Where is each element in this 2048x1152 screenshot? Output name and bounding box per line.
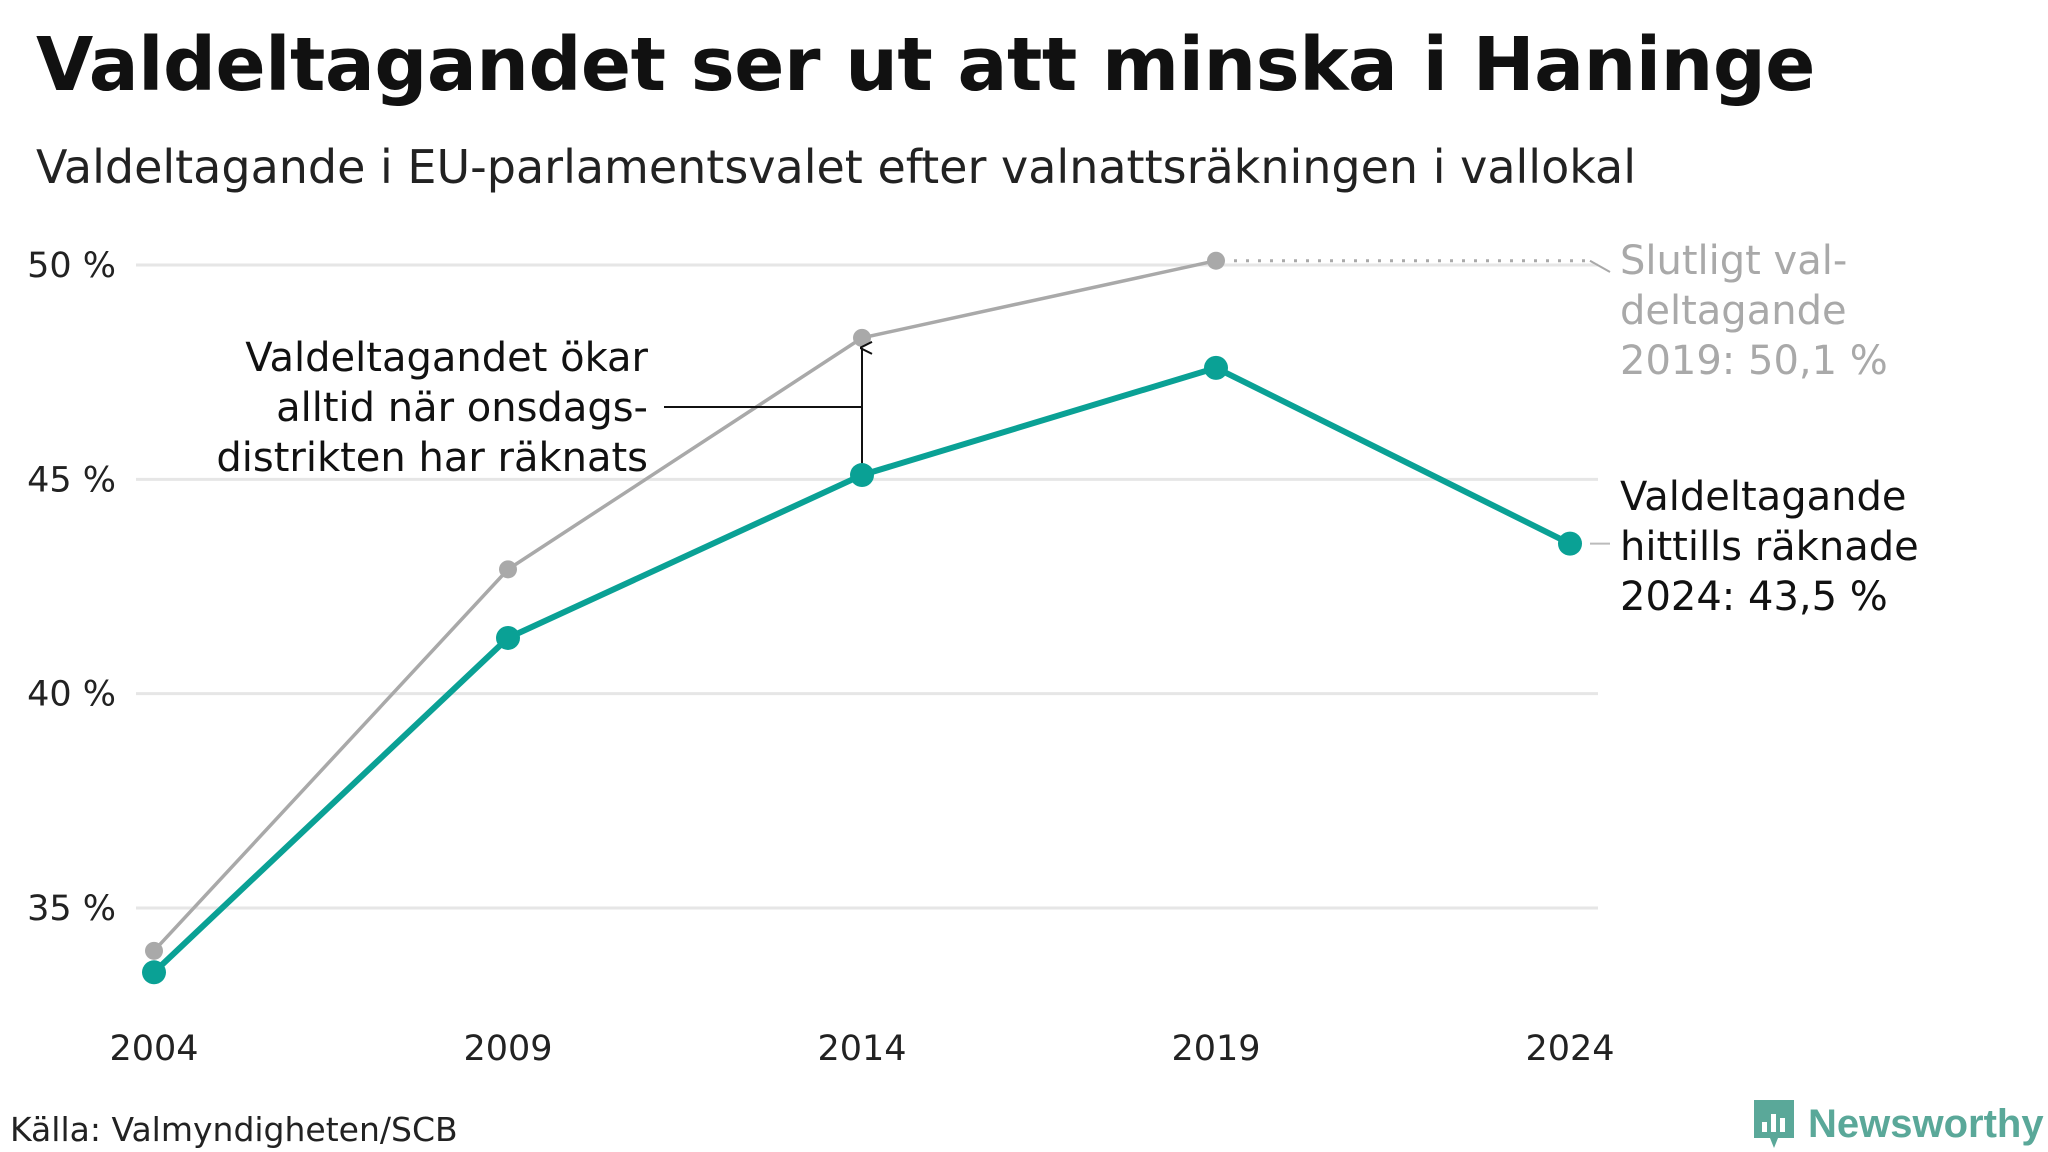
counted-turnout-point xyxy=(1558,531,1582,556)
counted-2024-label-line: hittills räknade xyxy=(1620,524,1919,570)
y-tick-label: 40 % xyxy=(27,675,116,715)
y-tick-label: 50 % xyxy=(27,246,116,286)
counted-2024-label-line: Valdeltagande xyxy=(1620,474,1906,520)
annotation-text: Valdeltagandet ökar alltid när onsdags-di… xyxy=(216,335,648,481)
brand-name: Newsworthy xyxy=(1808,1101,2044,1146)
annotation-text-line: alltid när onsdags- xyxy=(276,385,648,431)
final-2019-leader-tick xyxy=(1589,259,1611,273)
x-tick-label: 2019 xyxy=(1171,1029,1260,1069)
annotation-text-line: Valdeltagandet ökar xyxy=(245,335,648,381)
counted-turnout-point xyxy=(496,625,520,650)
y-tick-label: 45 % xyxy=(27,460,116,500)
final-2019-label-line: Slutligt val- xyxy=(1620,238,1847,284)
counted-turnout-point xyxy=(1204,355,1228,380)
x-tick-label: 2004 xyxy=(109,1029,198,1069)
annotation-text-line: distrikten har räknats xyxy=(216,435,648,481)
final-turnout-line xyxy=(152,259,1217,953)
x-tick-label: 2014 xyxy=(817,1029,906,1069)
y-tick-label: 35 % xyxy=(27,889,116,929)
newsworthy-logo-icon xyxy=(1754,1100,1794,1148)
counted-turnout-point xyxy=(850,463,874,488)
chart-subtitle: Valdeltagande i EU-parlamentsvalet efter… xyxy=(36,140,1637,194)
newsworthy-logo: Newsworthy xyxy=(1752,1098,2044,1150)
counted-2024-label-line: 2024: 43,5 % xyxy=(1620,574,1888,620)
final-2019-label-line: 2019: 50,1 % xyxy=(1620,338,1888,384)
chart-title: Valdeltagandet ser ut att minska i Hanin… xyxy=(36,22,1816,108)
source-note: Källa: Valmyndigheten/SCB xyxy=(10,1110,458,1149)
counted-2024-label: Valdeltagande hittills räknade 2024: 43,5 … xyxy=(1620,474,1919,620)
x-tick-label: 2024 xyxy=(1525,1029,1614,1069)
final-turnout-point xyxy=(853,328,871,347)
counted-turnout-point xyxy=(142,960,166,985)
final-turnout-point xyxy=(1207,251,1225,270)
final-turnout-point xyxy=(145,941,163,960)
final-turnout-point xyxy=(499,560,517,579)
final-2019-label-line: deltagande xyxy=(1620,288,1847,334)
x-tick-label: 2009 xyxy=(463,1029,552,1069)
final-2019-label: Slutligt val-deltagande 2019: 50,1 % xyxy=(1620,238,1888,384)
